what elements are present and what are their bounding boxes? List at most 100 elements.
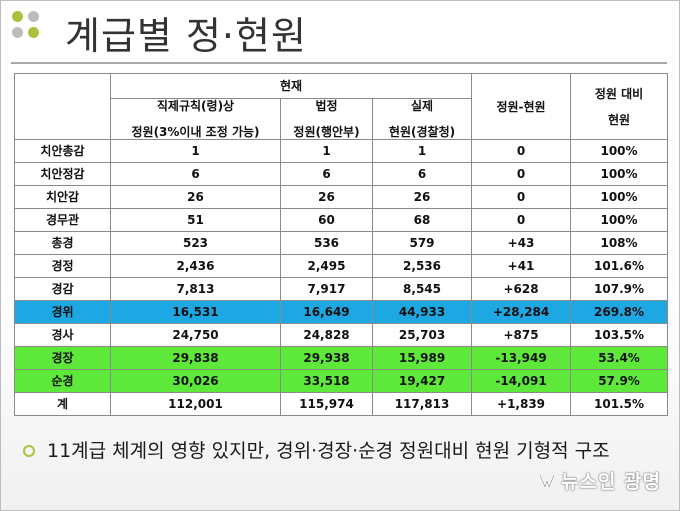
diff-cell: 0	[471, 185, 572, 209]
diff-cell: -14,091	[471, 369, 572, 393]
table-row: 경무관 51 60 68 0 100%	[14, 208, 669, 232]
quota-rule-cell: 2,436	[110, 254, 281, 278]
slide-title: 계급별 정·현원	[65, 14, 307, 58]
col-header-quota-legal: 법정 정원(행안부)	[280, 98, 373, 140]
rank-cell: 경정	[14, 254, 111, 278]
diff-cell: 0	[471, 208, 572, 232]
rank-cell: 경무관	[14, 208, 111, 232]
quota-legal-cell: 29,938	[280, 346, 373, 370]
actual-cell: 25,703	[371, 323, 473, 347]
quota-legal-cell: 16,649	[280, 300, 373, 324]
ratio-cell: 103.5%	[570, 323, 669, 347]
ratio-cell: 101.5%	[570, 392, 669, 416]
table-row: 경정 2,436 2,495 2,536 +41 101.6%	[14, 254, 669, 278]
ratio-cell: 100%	[570, 139, 669, 163]
ratio-cell: 101.6%	[570, 254, 669, 278]
rank-cell: 경감	[14, 277, 111, 301]
quota-rule-cell: 16,531	[110, 300, 281, 324]
diff-cell: 0	[471, 139, 572, 163]
dot-icon	[12, 11, 23, 22]
table-row: 치안총감 1 1 1 0 100%	[14, 139, 669, 163]
actual-cell: 26	[371, 185, 473, 209]
table-group-header-row: 현재 정원-현원 정원 대비 현원	[14, 73, 669, 140]
actual-cell: 8,545	[371, 277, 473, 301]
quota-legal-cell: 1	[280, 139, 373, 163]
rank-cell: 순경	[14, 369, 111, 393]
ratio-cell: 107.9%	[570, 277, 669, 301]
table-row: 경감 7,813 7,917 8,545 +628 107.9%	[14, 277, 669, 301]
quota-rule-cell: 7,813	[110, 277, 281, 301]
table-sub-header-row: 직제규칙(령)상 정원(3%이내 조정 가능) 법정 정원(행안부) 실제 현원…	[15, 98, 668, 140]
dot-icon	[28, 27, 39, 38]
quota-rule-cell: 29,838	[110, 346, 281, 370]
table-row: 경위 16,531 16,649 44,933 +28,284 269.8%	[14, 300, 669, 324]
quota-legal-cell: 2,495	[280, 254, 373, 278]
ratio-cell: 269.8%	[570, 300, 669, 324]
ratio-cell: 100%	[570, 185, 669, 209]
quota-rule-cell: 24,750	[110, 323, 281, 347]
ratio-cell: 100%	[570, 208, 669, 232]
table-row: 계 112,001 115,974 117,813 +1,839 101.5%	[14, 392, 669, 416]
rank-cell: 치안정감	[14, 162, 111, 186]
diff-cell: +41	[471, 254, 572, 278]
table-row: 경사 24,750 24,828 25,703 +875 103.5%	[14, 323, 669, 347]
quota-legal-cell: 7,917	[280, 277, 373, 301]
col-header-quota-rule: 직제규칙(령)상 정원(3%이내 조정 가능)	[110, 98, 281, 140]
title-divider	[11, 62, 667, 64]
ratio-cell: 53.4%	[570, 346, 669, 370]
bullet-text: 11계급 체계의 영향 있지만, 경위·경장·순경 정원대비 현원 기형적 구조	[47, 440, 610, 462]
quota-legal-cell: 6	[280, 162, 373, 186]
watermark-text: 뉴스인 광명	[560, 471, 661, 493]
diff-cell: +43	[471, 231, 572, 255]
quota-rule-cell: 26	[110, 185, 281, 209]
rank-cell: 계	[14, 392, 111, 416]
table-row: 치안정감 6 6 6 0 100%	[14, 162, 669, 186]
group-header-current: 현재	[109, 73, 473, 99]
diff-cell: +628	[471, 277, 572, 301]
rank-cell: 경사	[14, 323, 111, 347]
actual-cell: 579	[371, 231, 473, 255]
quota-rule-cell: 112,001	[110, 392, 281, 416]
dot-icon	[12, 27, 23, 38]
quota-rule-cell: 51	[110, 208, 281, 232]
table-row: 총경 523 536 579 +43 108%	[14, 231, 669, 255]
actual-cell: 6	[371, 162, 473, 186]
rank-cell: 치안감	[14, 185, 111, 209]
actual-cell: 15,989	[371, 346, 473, 370]
actual-cell: 1	[371, 139, 473, 163]
quota-legal-cell: 33,518	[280, 369, 373, 393]
quota-rule-cell: 1	[110, 139, 281, 163]
rank-cell: 총경	[14, 231, 111, 255]
diff-cell: 0	[471, 162, 572, 186]
col-header-diff: 정원-현원	[471, 73, 572, 140]
actual-cell: 2,536	[371, 254, 473, 278]
rank-cell: 치안총감	[14, 139, 111, 163]
quota-legal-cell: 26	[280, 185, 373, 209]
diff-cell: +28,284	[471, 300, 572, 324]
actual-cell: 117,813	[371, 392, 473, 416]
title-dots	[12, 11, 54, 53]
quota-rule-cell: 6	[110, 162, 281, 186]
quota-legal-cell: 24,828	[280, 323, 373, 347]
quota-rule-cell: 523	[110, 231, 281, 255]
actual-cell: 19,427	[371, 369, 473, 393]
ratio-cell: 57.9%	[570, 369, 669, 393]
grade-table: 현재 정원-현원 정원 대비 현원 직제규칙(령)상 정원(3%이내 조정 가능…	[14, 73, 669, 416]
dot-icon	[28, 11, 39, 22]
corner-cell	[14, 73, 111, 140]
hollow-circle-bullet-icon	[23, 445, 35, 457]
col-header-actual: 실제 현원(경찰청)	[371, 98, 473, 140]
ratio-cell: 100%	[570, 162, 669, 186]
actual-cell: 44,933	[371, 300, 473, 324]
table-row: 순경 30,026 33,518 19,427 -14,091 57.9%	[14, 369, 669, 393]
table-row: 경장 29,838 29,938 15,989 -13,949 53.4%	[14, 346, 669, 370]
diff-cell: -13,949	[471, 346, 572, 370]
diff-cell: +875	[471, 323, 572, 347]
rank-cell: 경장	[14, 346, 111, 370]
rank-cell: 경위	[14, 300, 111, 324]
diff-cell: +1,839	[471, 392, 572, 416]
col-header-ratio: 정원 대비 현원	[570, 73, 669, 140]
quota-legal-cell: 115,974	[280, 392, 373, 416]
table-row: 치안감 26 26 26 0 100%	[14, 185, 669, 209]
